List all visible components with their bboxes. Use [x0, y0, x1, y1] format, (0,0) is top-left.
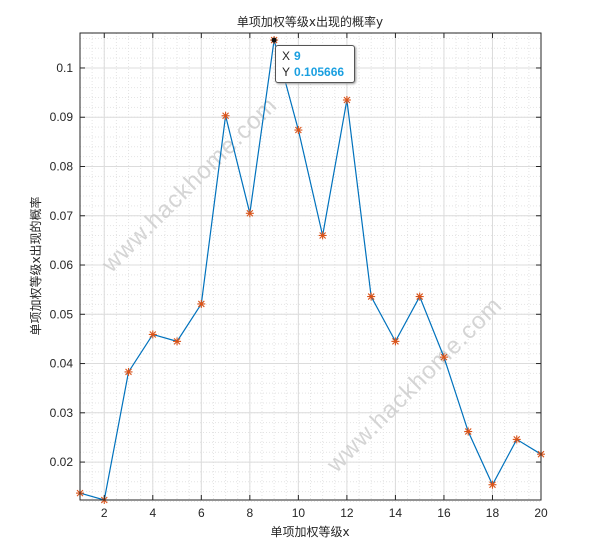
x-tick-label: 18 — [486, 506, 500, 520]
x-tick-label: 16 — [437, 506, 451, 520]
x-tick-label: 4 — [149, 506, 156, 520]
x-tick-label: 12 — [340, 506, 354, 520]
datatip-point — [271, 37, 277, 43]
data-point-marker — [391, 337, 400, 346]
y-tick-label: 0.08 — [50, 159, 74, 173]
x-tick-label: 14 — [389, 506, 403, 520]
data-point-marker — [488, 480, 497, 489]
y-tick-label: 0.02 — [50, 455, 74, 469]
data-point-marker — [124, 367, 133, 376]
y-axis-label: 单项加权等级x出现的概率 — [28, 196, 43, 335]
series-line — [79, 39, 542, 501]
data-point-marker — [173, 337, 182, 346]
datatip-x-value: 9 — [294, 49, 301, 63]
data-point-marker — [294, 126, 303, 135]
chart-title: 单项加权等级x出现的概率y — [237, 14, 383, 29]
y-tick-label: 0.06 — [50, 258, 74, 272]
x-tick-label: 8 — [246, 506, 253, 520]
datatip-x-key: X — [282, 49, 291, 63]
data-point-marker — [318, 231, 327, 240]
x-axis-label: 单项加权等级x — [270, 525, 349, 539]
data-point-marker — [512, 435, 521, 444]
data-point-marker — [342, 95, 351, 104]
data-point-marker — [221, 111, 230, 120]
data-point-marker — [439, 353, 448, 362]
y-tick-label: 0.04 — [50, 357, 74, 371]
data-point-marker — [245, 209, 254, 218]
data-point-marker — [197, 299, 206, 308]
x-tick-label: 2 — [101, 506, 108, 520]
data-point-marker — [367, 292, 376, 301]
data-point-marker — [148, 330, 157, 339]
y-tick-label: 0.09 — [50, 110, 74, 124]
grid — [79, 33, 542, 502]
y-tick-label: 0.07 — [50, 209, 74, 223]
x-tick-label: 6 — [198, 506, 205, 520]
axes-box — [79, 32, 542, 501]
datatip-y-value: 0.105666 — [294, 65, 345, 79]
axes: 2 4 6 8 10 12 14 16 18 20 0.02 0.03 0.04 0.05 0.06 0.07… — [50, 32, 548, 520]
y-tick-label: 0.1 — [56, 61, 73, 75]
data-point-marker — [415, 292, 424, 301]
y-tick-label: 0.05 — [50, 307, 74, 321]
watermark-text: www.hackhome.com — [96, 92, 283, 279]
data-point-marker — [464, 427, 473, 436]
watermark-text: www.hackhome.com — [321, 292, 508, 479]
x-tick-label: 20 — [534, 506, 548, 520]
x-tick-label: 10 — [292, 506, 306, 520]
datatip-y-key: Y — [282, 65, 291, 79]
y-tick-label: 0.03 — [50, 406, 74, 420]
